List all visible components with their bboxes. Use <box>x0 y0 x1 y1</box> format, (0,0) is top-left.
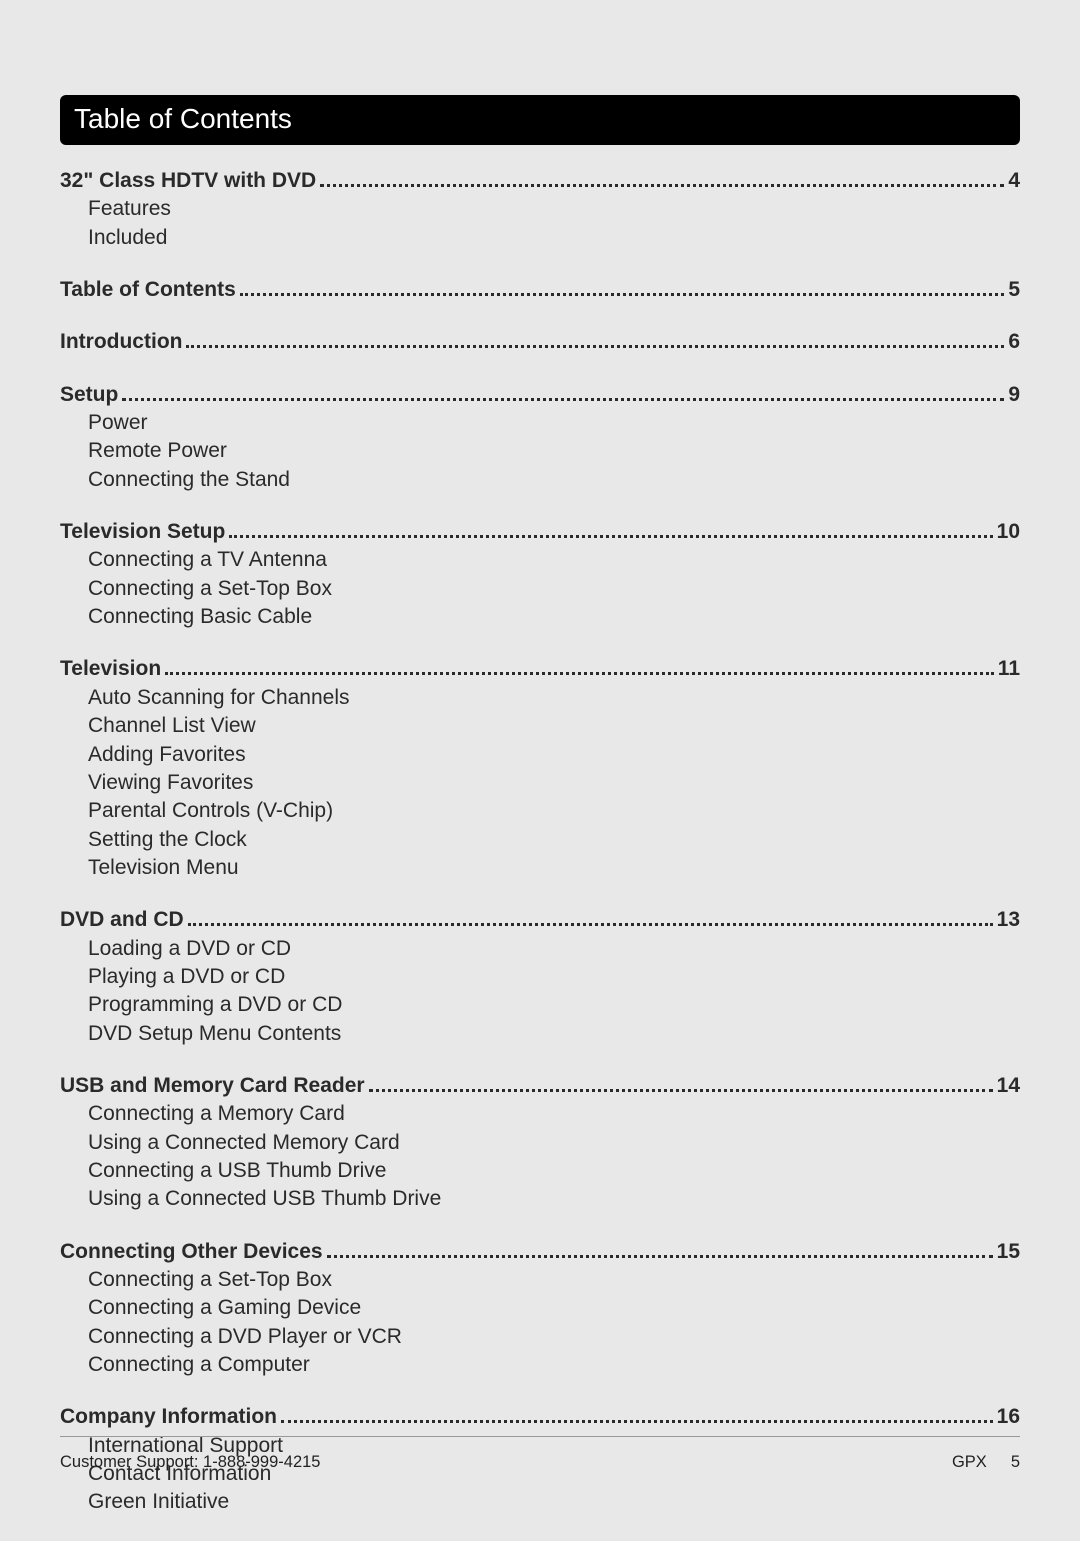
toc-entry-page: 9 <box>1008 381 1020 409</box>
toc-entry[interactable]: Connecting Other Devices 15 <box>60 1238 1020 1266</box>
toc-entry-label: Television Setup <box>60 518 225 546</box>
footer-page-number: 5 <box>1011 1453 1020 1472</box>
toc-subentry[interactable]: Connecting a DVD Player or VCR <box>88 1323 1020 1351</box>
toc-entry-page: 4 <box>1008 167 1020 195</box>
footer-support: Customer Support: 1-888-999-4215 <box>60 1453 321 1472</box>
toc-entry[interactable]: 32" Class HDTV with DVD 4 <box>60 167 1020 195</box>
toc-list: 32" Class HDTV with DVD 4FeaturesIncluded… <box>60 167 1020 1517</box>
toc-subentry[interactable]: Connecting the Stand <box>88 466 1020 494</box>
toc-entry-page: 13 <box>997 906 1020 934</box>
toc-entry-label: Television <box>60 655 161 683</box>
toc-leader <box>165 661 994 676</box>
toc-leader <box>186 334 1004 349</box>
toc-subentry[interactable]: Green Initiative <box>88 1488 1020 1516</box>
toc-leader <box>240 281 1005 296</box>
toc-subentry[interactable]: Using a Connected Memory Card <box>88 1129 1020 1157</box>
toc-subentry[interactable]: Parental Controls (V-Chip) <box>88 797 1020 825</box>
footer-brand: GPX <box>952 1453 987 1472</box>
toc-subentry[interactable]: Connecting a USB Thumb Drive <box>88 1157 1020 1185</box>
toc-subentry[interactable]: Viewing Favorites <box>88 769 1020 797</box>
toc-entry[interactable]: USB and Memory Card Reader 14 <box>60 1072 1020 1100</box>
toc-leader <box>281 1409 993 1424</box>
toc-leader <box>188 912 993 927</box>
toc-entry[interactable]: Television 11 <box>60 655 1020 683</box>
toc-entry-label: Table of Contents <box>60 276 236 304</box>
toc-subentry[interactable]: Television Menu <box>88 854 1020 882</box>
toc-section: Television Setup 10Connecting a TV Antenn… <box>60 518 1020 631</box>
toc-section: Television 11Auto Scanning for ChannelsCh… <box>60 655 1020 882</box>
toc-subentry[interactable]: Connecting a Gaming Device <box>88 1294 1020 1322</box>
toc-subentry[interactable]: Auto Scanning for Channels <box>88 684 1020 712</box>
toc-leader <box>369 1077 993 1092</box>
toc-subentry[interactable]: Loading a DVD or CD <box>88 935 1020 963</box>
toc-subentry[interactable]: Included <box>88 224 1020 252</box>
toc-entry-page: 16 <box>997 1403 1020 1431</box>
toc-subentry[interactable]: Connecting a Memory Card <box>88 1100 1020 1128</box>
toc-leader <box>320 172 1004 187</box>
toc-entry[interactable]: DVD and CD 13 <box>60 906 1020 934</box>
toc-entry-page: 14 <box>997 1072 1020 1100</box>
toc-subentry[interactable]: Programming a DVD or CD <box>88 991 1020 1019</box>
toc-subentry[interactable]: Remote Power <box>88 437 1020 465</box>
toc-entry-label: 32" Class HDTV with DVD <box>60 167 316 195</box>
toc-section: 32" Class HDTV with DVD 4FeaturesIncluded <box>60 167 1020 252</box>
toc-section: USB and Memory Card Reader14Connecting a… <box>60 1072 1020 1214</box>
toc-leader <box>229 523 992 538</box>
toc-entry-label: Introduction <box>60 328 182 356</box>
toc-subentry[interactable]: Connecting a TV Antenna <box>88 546 1020 574</box>
toc-entry-page: 15 <box>997 1238 1020 1266</box>
toc-subentry[interactable]: Features <box>88 195 1020 223</box>
toc-subentry[interactable]: Playing a DVD or CD <box>88 963 1020 991</box>
page-footer: Customer Support: 1-888-999-4215 GPX 5 <box>60 1436 1020 1472</box>
toc-subentry[interactable]: Connecting a Set-Top Box <box>88 575 1020 603</box>
toc-entry-page: 10 <box>997 518 1020 546</box>
toc-subentry[interactable]: Connecting a Set-Top Box <box>88 1266 1020 1294</box>
toc-subentry[interactable]: Using a Connected USB Thumb Drive <box>88 1185 1020 1213</box>
toc-section: Connecting Other Devices 15Connecting a S… <box>60 1238 1020 1380</box>
toc-subentry[interactable]: Setting the Clock <box>88 826 1020 854</box>
footer-right: GPX 5 <box>952 1453 1020 1472</box>
page-content: Table of Contents 32" Class HDTV with DV… <box>60 95 1020 1541</box>
toc-entry[interactable]: Introduction 6 <box>60 328 1020 356</box>
toc-header-title: Table of Contents <box>74 103 292 134</box>
toc-entry-label: Company Information <box>60 1403 277 1431</box>
toc-subentry[interactable]: DVD Setup Menu Contents <box>88 1020 1020 1048</box>
toc-entry-page: 6 <box>1008 328 1020 356</box>
toc-entry-page: 5 <box>1008 276 1020 304</box>
toc-entry-label: USB and Memory Card Reader <box>60 1072 365 1100</box>
toc-subentry[interactable]: Channel List View <box>88 712 1020 740</box>
toc-entry-label: Setup <box>60 381 118 409</box>
toc-section: Introduction 6 <box>60 328 1020 356</box>
toc-leader <box>122 386 1004 401</box>
toc-subentry[interactable]: Adding Favorites <box>88 741 1020 769</box>
toc-entry-label: DVD and CD <box>60 906 184 934</box>
toc-section: Setup 9PowerRemote PowerConnecting the St… <box>60 381 1020 494</box>
toc-entry[interactable]: Television Setup 10 <box>60 518 1020 546</box>
toc-header: Table of Contents <box>60 95 1020 145</box>
toc-section: Table of Contents 5 <box>60 276 1020 304</box>
toc-subentry[interactable]: Connecting Basic Cable <box>88 603 1020 631</box>
toc-entry-page: 11 <box>998 655 1020 683</box>
toc-leader <box>327 1243 993 1258</box>
toc-entry[interactable]: Table of Contents 5 <box>60 276 1020 304</box>
toc-section: DVD and CD 13Loading a DVD or CDPlaying a… <box>60 906 1020 1048</box>
toc-entry[interactable]: Company Information 16 <box>60 1403 1020 1431</box>
toc-entry[interactable]: Setup 9 <box>60 381 1020 409</box>
toc-subentry[interactable]: Power <box>88 409 1020 437</box>
toc-subentry[interactable]: Connecting a Computer <box>88 1351 1020 1379</box>
toc-entry-label: Connecting Other Devices <box>60 1238 323 1266</box>
